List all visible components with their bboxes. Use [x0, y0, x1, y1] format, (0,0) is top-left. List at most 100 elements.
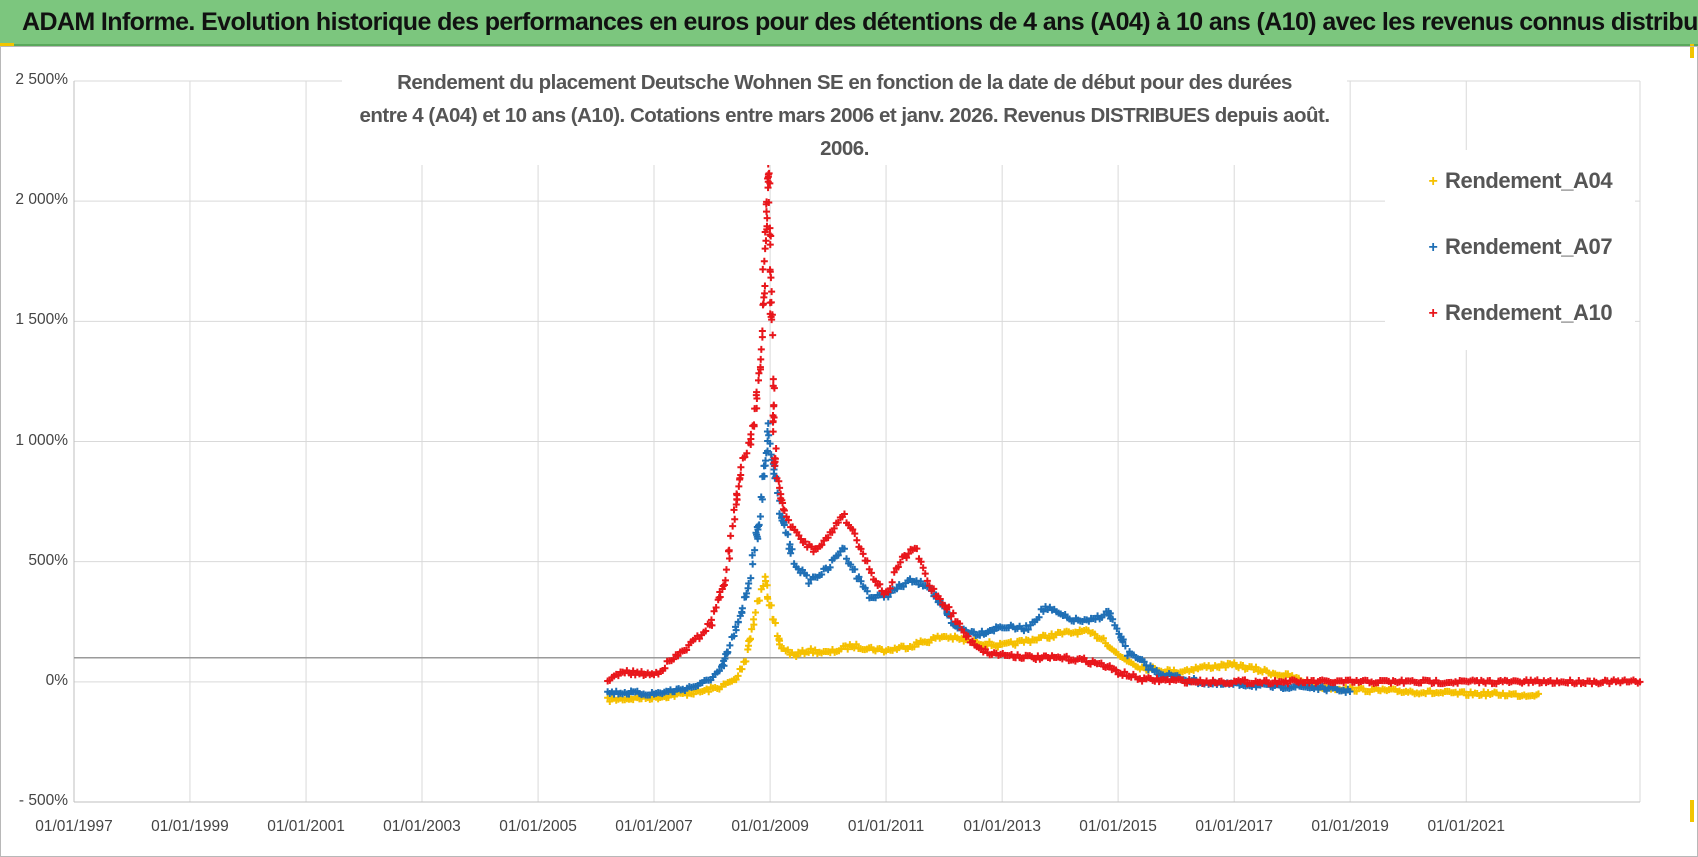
- data-point: [757, 355, 765, 363]
- data-point: [876, 580, 884, 588]
- data-point: [811, 646, 819, 654]
- data-point: [985, 638, 993, 646]
- data-point: [1146, 662, 1154, 670]
- data-point: [1230, 659, 1238, 667]
- data-point: [818, 541, 826, 549]
- data-point: [764, 447, 772, 455]
- data-point: [749, 560, 757, 568]
- data-point: [834, 551, 842, 559]
- data-point: [743, 449, 751, 457]
- data-point: [801, 538, 809, 546]
- data-point: [661, 664, 669, 672]
- data-point: [884, 588, 892, 596]
- data-point: [1252, 663, 1260, 671]
- data-point: [731, 515, 739, 523]
- data-point: [763, 581, 771, 589]
- legend-label-a07: Rendement_A07: [1445, 234, 1613, 259]
- data-point: [853, 536, 861, 544]
- data-point: [775, 477, 783, 485]
- data-point: [1241, 676, 1249, 684]
- data-point: [767, 232, 775, 240]
- data-point: [1046, 634, 1054, 642]
- series-Rendement_A10: [604, 160, 1644, 688]
- data-point: [769, 428, 777, 436]
- data-point: [754, 376, 762, 384]
- data-point: [1222, 663, 1230, 671]
- page-title: ADAM Informe. Evolution historique des p…: [22, 8, 1698, 36]
- x-tick-label: 01/01/2019: [1311, 818, 1389, 835]
- data-point: [753, 533, 761, 541]
- y-tick-label: 1 000%: [15, 431, 68, 449]
- data-point: [770, 401, 778, 409]
- data-point: [747, 635, 754, 643]
- data-point: [807, 645, 815, 653]
- data-point: [731, 623, 739, 631]
- data-point: [766, 241, 774, 249]
- data-point: [690, 690, 698, 698]
- data-point: [765, 199, 773, 207]
- data-point: [867, 569, 875, 577]
- data-point: [1091, 630, 1099, 638]
- data-point: [896, 558, 904, 566]
- data-point: [936, 595, 944, 603]
- data-point: [759, 265, 767, 273]
- data-point: [824, 534, 832, 542]
- data-point: [775, 640, 783, 648]
- data-point: [768, 288, 776, 296]
- data-point: [807, 543, 815, 551]
- data-point: [759, 301, 767, 309]
- x-tick-label: 01/01/2009: [731, 818, 809, 835]
- data-point: [744, 584, 752, 592]
- data-point: [764, 184, 772, 192]
- data-point: [695, 635, 703, 643]
- data-point: [834, 518, 842, 526]
- data-point: [830, 524, 838, 532]
- data-point: [970, 628, 978, 636]
- data-point: [769, 418, 777, 426]
- data-point: [843, 555, 851, 563]
- legend-item-a07: + Rendement_A07: [1425, 234, 1613, 264]
- plus-marker-icon: +: [1428, 305, 1438, 323]
- data-point: [981, 645, 989, 653]
- data-point: [818, 570, 826, 578]
- data-point: [755, 369, 763, 377]
- data-point: [964, 632, 972, 640]
- data-point: [1118, 636, 1126, 644]
- data-point: [925, 582, 933, 590]
- data-point: [769, 375, 777, 383]
- data-point: [718, 661, 726, 669]
- data-point: [771, 462, 779, 470]
- legend: + Rendement_A04 + Rendement_A07 + Rendement…: [1385, 150, 1635, 350]
- data-point: [917, 558, 925, 566]
- data-point: [748, 551, 756, 559]
- data-point: [763, 214, 771, 222]
- data-point: [732, 500, 740, 508]
- data-point: [1106, 662, 1114, 670]
- data-point: [857, 577, 865, 585]
- data-point: [968, 637, 976, 645]
- data-point: [757, 345, 765, 353]
- data-point: [720, 581, 728, 589]
- data-point: [1113, 625, 1121, 633]
- data-point: [734, 672, 742, 680]
- data-point: [742, 593, 750, 601]
- x-tick-label: 01/01/2017: [1195, 818, 1273, 835]
- data-point: [1121, 668, 1129, 676]
- data-point: [762, 208, 770, 216]
- data-point: [1239, 661, 1247, 669]
- data-point: [1105, 612, 1113, 620]
- data-point: [747, 430, 755, 438]
- data-point: [764, 170, 772, 178]
- data-point: [756, 513, 764, 521]
- data-point: [761, 282, 769, 290]
- data-point: [1153, 666, 1161, 674]
- data-point: [1011, 641, 1019, 649]
- data-point: [1140, 658, 1148, 666]
- data-point: [722, 566, 730, 574]
- data-point: [844, 645, 852, 653]
- data-point: [784, 530, 792, 538]
- data-point: [903, 554, 911, 562]
- data-point: [785, 516, 793, 524]
- plus-marker-icon: +: [1428, 173, 1438, 191]
- data-point: [750, 421, 758, 429]
